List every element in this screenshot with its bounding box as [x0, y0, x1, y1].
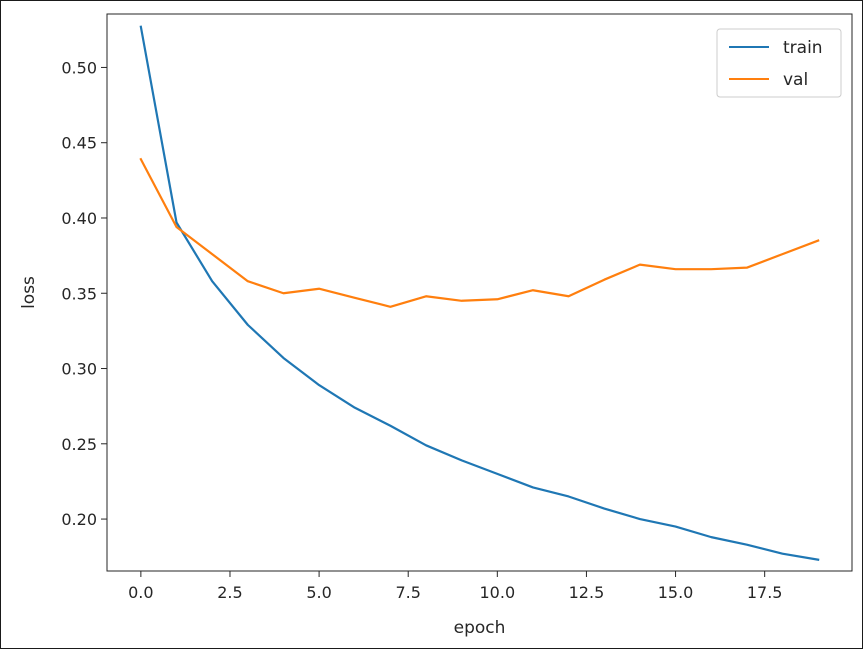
legend-label-train: train [783, 38, 823, 58]
y-tick-label: 0.35 [61, 284, 97, 303]
y-tick-label: 0.25 [61, 435, 97, 454]
y-tick-label: 0.45 [61, 134, 97, 153]
x-tick-label: 15.0 [658, 583, 694, 602]
x-axis-ticks: 0.0 2.5 5.0 7.5 10.0 12.5 15.0 17.5 [128, 571, 782, 602]
y-axis-ticks: 0.20 0.25 0.30 0.35 0.40 0.45 0.50 [61, 58, 107, 529]
x-tick-label: 10.0 [480, 583, 516, 602]
y-tick-label: 0.20 [61, 510, 97, 529]
x-axis-label: epoch [454, 618, 506, 638]
y-tick-label: 0.50 [61, 58, 97, 77]
series-line-val [139, 157, 820, 308]
y-tick-label: 0.30 [61, 360, 97, 379]
x-tick-label: 7.5 [395, 583, 420, 602]
series-line-train [139, 25, 820, 561]
x-tick-label: 5.0 [306, 583, 331, 602]
y-tick-label: 0.40 [61, 209, 97, 228]
x-tick-label: 12.5 [569, 583, 605, 602]
plot-area [106, 13, 853, 572]
x-tick-label: 17.5 [747, 583, 783, 602]
y-axis-label: loss [19, 276, 39, 309]
x-tick-label: 2.5 [217, 583, 242, 602]
legend: train val [716, 28, 842, 98]
x-tick-label: 0.0 [128, 583, 153, 602]
plot-lines [139, 25, 820, 561]
legend-label-val: val [783, 70, 808, 90]
